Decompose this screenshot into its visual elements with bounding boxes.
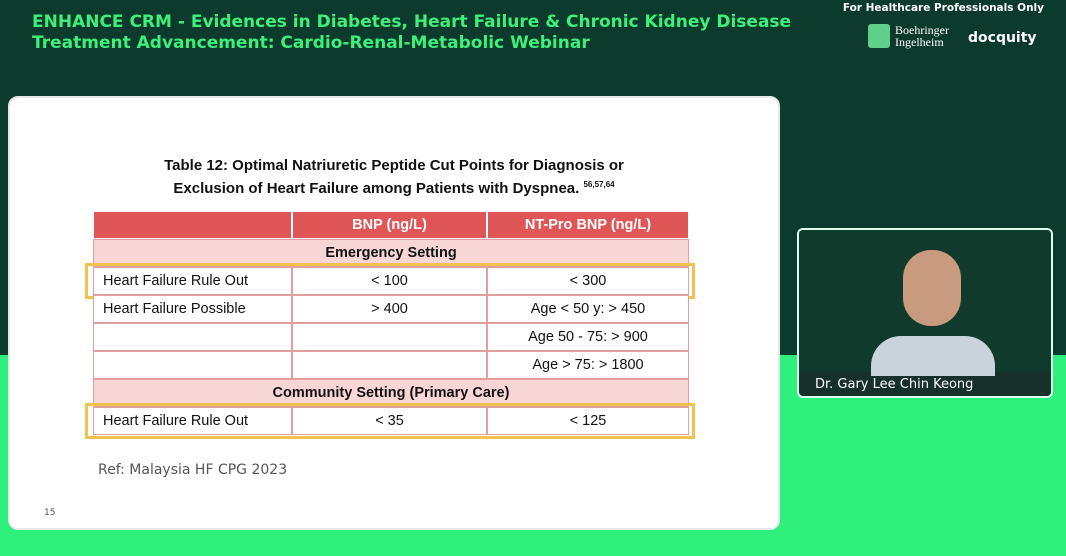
table-cell: Age > 75: > 1800 bbox=[487, 351, 689, 379]
page-number: 15 bbox=[44, 508, 56, 518]
shirt bbox=[871, 336, 995, 376]
column-header bbox=[93, 211, 292, 239]
table-cell: Heart Failure Rule Out bbox=[93, 407, 292, 435]
notice: For Healthcare Professionals Only bbox=[842, 2, 1044, 14]
face bbox=[903, 250, 961, 326]
sponsor-icon bbox=[868, 24, 890, 48]
title-line: Treatment Advancement: Cardio-Renal-Meta… bbox=[32, 33, 590, 53]
table-cell: Heart Failure Possible bbox=[93, 295, 292, 323]
speaker-name: Dr. Gary Lee Chin Keong bbox=[815, 377, 974, 392]
highlight bbox=[85, 403, 695, 439]
title-line: ENHANCE CRM - Evidences in Diabetes, Hea… bbox=[32, 12, 792, 32]
table-cell bbox=[93, 323, 292, 351]
section-label: Community Setting (Primary Care) bbox=[93, 379, 689, 407]
table-title-line: Table 12: Optimal Natriuretic Peptide Cu… bbox=[164, 157, 624, 174]
section-label: Emergency Setting bbox=[93, 239, 689, 267]
table-cell: Heart Failure Rule Out bbox=[93, 267, 292, 295]
table-cell: Age 50 - 75: > 900 bbox=[487, 323, 689, 351]
video bbox=[799, 230, 1051, 376]
column-header: NT-Pro BNP (ng/L) bbox=[487, 211, 689, 239]
column-header: BNP (ng/L) bbox=[292, 211, 487, 239]
platform-logo: docquity bbox=[968, 30, 1037, 46]
text: Exclusion of Heart Failure among Patient… bbox=[173, 180, 580, 197]
speaker-panel: Dr. Gary Lee Chin Keong bbox=[797, 228, 1053, 398]
table-cell: > 400 bbox=[292, 295, 487, 323]
refs: 56,57,64 bbox=[583, 180, 615, 189]
table-cell: Age < 50 y: > 450 bbox=[487, 295, 689, 323]
logo-text: Boehringer bbox=[895, 23, 949, 37]
reference: Ref: Malaysia HF CPG 2023 bbox=[98, 462, 288, 478]
table-title-line: Exclusion of Heart Failure among Patient… bbox=[10, 175, 778, 198]
slide: Table 12: Optimal Natriuretic Peptide Cu… bbox=[8, 96, 780, 530]
table-title: Table 12: Optimal Natriuretic Peptide Cu… bbox=[10, 156, 778, 198]
table-cell bbox=[93, 351, 292, 379]
sponsor-logo: Boehringer Ingelheim bbox=[895, 24, 949, 48]
table-cell: < 35 bbox=[292, 407, 487, 435]
table-cell bbox=[292, 351, 487, 379]
table-cell bbox=[292, 323, 487, 351]
logo-text: Ingelheim bbox=[895, 35, 944, 49]
table-cell: < 100 bbox=[292, 267, 487, 295]
table-cell: < 125 bbox=[487, 407, 689, 435]
table-cell: < 300 bbox=[487, 267, 689, 295]
highlight bbox=[85, 263, 695, 299]
